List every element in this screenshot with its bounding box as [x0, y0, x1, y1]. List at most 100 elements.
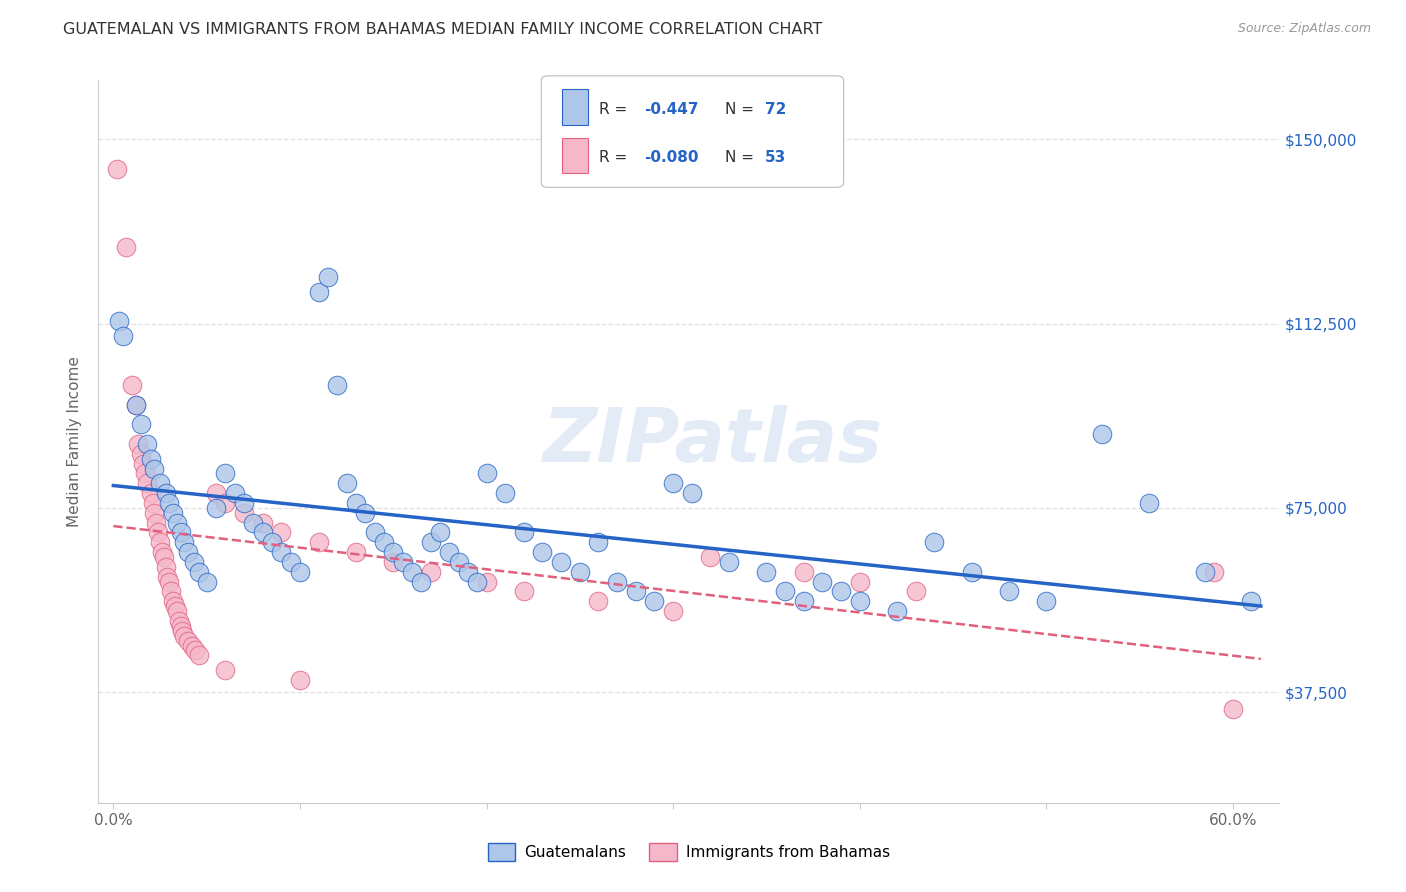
Point: [149, 476, 172, 491]
Point: [155, 560, 177, 574]
Point: [513, 584, 536, 599]
Text: N =: N =: [725, 102, 759, 117]
Point: [811, 574, 834, 589]
Point: [1091, 427, 1114, 442]
Point: [205, 486, 228, 500]
Point: [465, 574, 488, 589]
Point: [105, 161, 128, 176]
Point: [316, 269, 339, 284]
Point: [475, 467, 498, 481]
Point: [793, 594, 815, 608]
Point: [214, 467, 236, 481]
Point: [886, 604, 908, 618]
Point: [242, 516, 264, 530]
Point: [335, 476, 357, 491]
Text: R =: R =: [599, 150, 633, 165]
Point: [132, 457, 155, 471]
Point: [169, 525, 191, 540]
Point: [924, 535, 946, 549]
Point: [183, 555, 205, 569]
Point: [145, 516, 167, 530]
Point: [513, 525, 536, 540]
Point: [494, 486, 516, 500]
Point: [326, 378, 349, 392]
Point: [848, 594, 870, 608]
Point: [136, 476, 159, 491]
Point: [252, 516, 274, 530]
Point: [363, 525, 385, 540]
Point: [139, 486, 162, 500]
Point: [475, 574, 498, 589]
Point: [308, 535, 330, 549]
Point: [162, 506, 184, 520]
Point: [156, 570, 179, 584]
Point: [382, 545, 405, 559]
Text: 72: 72: [765, 102, 786, 117]
Point: [288, 673, 311, 687]
Point: [755, 565, 778, 579]
Point: [166, 604, 188, 618]
Point: [699, 549, 721, 564]
Point: [457, 565, 479, 579]
Text: R =: R =: [599, 102, 633, 117]
Point: [401, 565, 423, 579]
Point: [143, 506, 166, 520]
Point: [173, 629, 195, 643]
Point: [662, 476, 685, 491]
Point: [160, 584, 183, 599]
Y-axis label: Median Family Income: Median Family Income: [67, 356, 83, 527]
Point: [550, 555, 572, 569]
Point: [157, 496, 180, 510]
Point: [157, 574, 180, 589]
Point: [180, 639, 202, 653]
Point: [125, 398, 148, 412]
Point: [167, 614, 190, 628]
Point: [139, 451, 162, 466]
Point: [173, 535, 195, 549]
Point: [1204, 565, 1226, 579]
Point: [1035, 594, 1057, 608]
Point: [288, 565, 311, 579]
Text: GUATEMALAN VS IMMIGRANTS FROM BAHAMAS MEDIAN FAMILY INCOME CORRELATION CHART: GUATEMALAN VS IMMIGRANTS FROM BAHAMAS ME…: [63, 22, 823, 37]
Point: [134, 467, 156, 481]
Point: [224, 486, 246, 500]
Point: [169, 619, 191, 633]
Point: [233, 506, 256, 520]
Point: [568, 565, 591, 579]
Point: [344, 496, 367, 510]
Point: [233, 496, 256, 510]
Text: -0.080: -0.080: [644, 150, 699, 165]
Point: [270, 545, 292, 559]
Point: [643, 594, 665, 608]
Point: [1222, 702, 1244, 716]
Point: [606, 574, 628, 589]
Point: [391, 555, 413, 569]
Point: [177, 633, 200, 648]
Point: [162, 594, 184, 608]
Point: [960, 565, 983, 579]
Point: [419, 535, 441, 549]
Point: [141, 496, 163, 510]
Point: [131, 447, 153, 461]
Point: [260, 535, 283, 549]
Point: [904, 584, 927, 599]
Point: [108, 314, 131, 328]
Point: [1240, 594, 1263, 608]
Point: [270, 525, 292, 540]
Point: [184, 643, 207, 657]
Point: [531, 545, 554, 559]
Point: [437, 545, 460, 559]
Point: [411, 574, 433, 589]
Point: [127, 437, 149, 451]
Point: [131, 417, 153, 432]
Point: [373, 535, 395, 549]
Point: [136, 437, 159, 451]
Point: [1194, 565, 1216, 579]
Point: [588, 594, 610, 608]
Point: [149, 535, 172, 549]
Point: [280, 555, 302, 569]
Point: [588, 535, 610, 549]
Point: [429, 525, 451, 540]
Legend: Guatemalans, Immigrants from Bahamas: Guatemalans, Immigrants from Bahamas: [482, 837, 896, 867]
Text: N =: N =: [725, 150, 759, 165]
